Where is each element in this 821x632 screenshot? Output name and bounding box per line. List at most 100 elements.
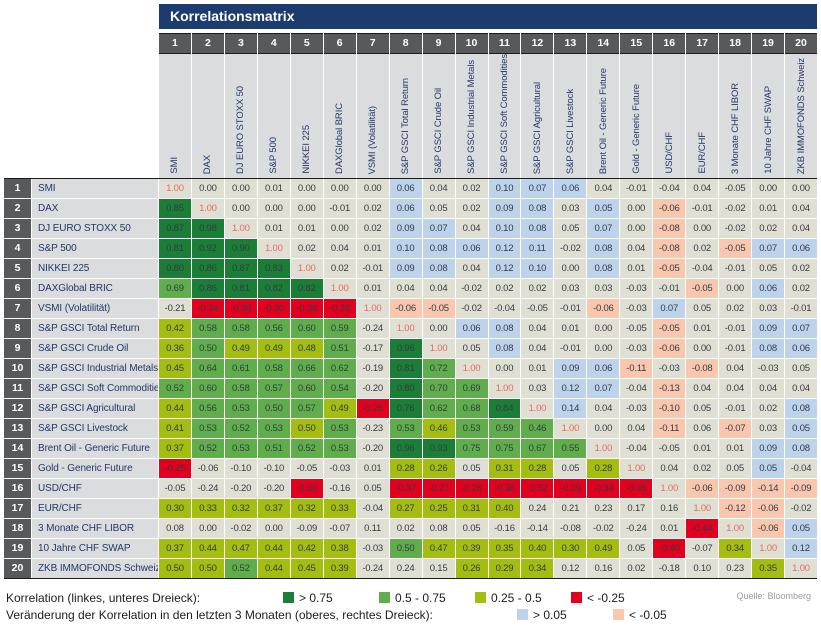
column-number: 16 — [653, 33, 686, 54]
matrix-cell: -0.08 — [653, 219, 686, 238]
matrix-cell: 0.00 — [686, 339, 719, 358]
matrix-cell: 0.07 — [422, 219, 455, 238]
legend-row: Veränderung der Korrelation in den letzt… — [6, 606, 817, 623]
row-number: 3 — [4, 219, 31, 238]
matrix-cell: 0.81 — [389, 359, 422, 378]
matrix-cell: 0.00 — [554, 259, 587, 278]
row-number: 14 — [4, 439, 31, 458]
matrix-cell: 0.07 — [653, 299, 686, 318]
matrix-cell: 0.53 — [224, 439, 257, 458]
matrix-cell: 0.01 — [686, 319, 719, 338]
matrix-cell: 0.00 — [620, 219, 653, 238]
matrix-cell: -0.10 — [224, 459, 257, 478]
matrix-cell: -0.19 — [356, 359, 389, 378]
matrix-cell: 0.02 — [521, 279, 554, 298]
matrix-cell: -0.08 — [653, 239, 686, 258]
matrix-cell: 0.01 — [356, 459, 389, 478]
matrix-cell: 0.39 — [455, 539, 488, 558]
row-number: 13 — [4, 419, 31, 438]
corner-spacer — [4, 54, 31, 178]
matrix-cell: -0.04 — [356, 499, 389, 518]
matrix-cell: 0.51 — [257, 439, 290, 458]
matrix-cell: 0.08 — [785, 399, 817, 418]
matrix-cell: 0.06 — [785, 239, 817, 258]
column-label: 10 Jahre CHF SWAP — [762, 86, 774, 174]
matrix-cell: -0.24 — [356, 319, 389, 338]
row-label: VSMI (Volatilität) — [32, 299, 158, 318]
matrix-cell: 1.00 — [653, 479, 686, 498]
matrix-cell: 1.00 — [356, 299, 389, 318]
matrix-cell: 0.54 — [323, 379, 356, 398]
matrix-cell: 1.00 — [521, 399, 554, 418]
row-label: S&P GSCI Industrial Metals — [32, 359, 158, 378]
matrix-cell: 0.44 — [257, 539, 290, 558]
matrix-cell: 0.01 — [356, 239, 389, 258]
matrix-cell: 0.00 — [587, 419, 620, 438]
matrix-cell: 0.04 — [587, 179, 620, 198]
matrix-cell: 0.05 — [356, 479, 389, 498]
matrix-cell: -0.38 — [224, 299, 257, 318]
matrix-cell: 0.04 — [422, 279, 455, 298]
column-label: Brent Oil - Generic Future — [597, 67, 609, 174]
matrix-cell: 0.24 — [389, 559, 422, 578]
matrix-cell: 0.46 — [521, 419, 554, 438]
matrix-cell: -0.29 — [554, 479, 587, 498]
legend-row-label: Veränderung der Korrelation in den letzt… — [6, 607, 433, 622]
matrix-cell: 0.34 — [719, 539, 752, 558]
matrix-cell: 0.05 — [752, 259, 785, 278]
matrix-cell: -0.06 — [686, 479, 719, 498]
row-label: S&P GSCI Crude Oil — [32, 339, 158, 358]
column-label-cell: DAX — [191, 54, 224, 178]
matrix-cell: 0.04 — [455, 219, 488, 238]
matrix-cell: 1.00 — [323, 279, 356, 298]
matrix-cell: 0.62 — [323, 359, 356, 378]
matrix-cell: 0.05 — [554, 219, 587, 238]
matrix-cell: 0.39 — [323, 559, 356, 578]
matrix-cell: 0.01 — [653, 519, 686, 538]
row-number: 20 — [4, 559, 31, 578]
legend-item: < -0.25 — [571, 591, 667, 605]
column-number: 14 — [587, 33, 620, 54]
matrix-cell: 0.29 — [488, 559, 521, 578]
row-label: DAXGlobal BRIC — [32, 279, 158, 298]
matrix-cell: -0.02 — [587, 519, 620, 538]
matrix-cell: 0.16 — [653, 499, 686, 518]
matrix-cell: -0.01 — [356, 259, 389, 278]
matrix-cell: 0.86 — [191, 259, 224, 278]
matrix-cell: -0.24 — [191, 479, 224, 498]
legend-items: > 0.75 0.5 - 0.75 0.25 - 0.5 < -0.25 — [283, 591, 667, 605]
row-number: 18 — [4, 519, 31, 538]
matrix-cell: 0.96 — [389, 339, 422, 358]
matrix-cell: 0.10 — [488, 219, 521, 238]
legend-row: Korrelation (linkes, unteres Dreieck): > … — [6, 589, 817, 606]
matrix-cell: 0.01 — [554, 319, 587, 338]
matrix-cell: 0.53 — [455, 419, 488, 438]
matrix-cell: -0.04 — [653, 179, 686, 198]
matrix-cell: -0.20 — [257, 479, 290, 498]
matrix-cell: 1.00 — [290, 259, 323, 278]
matrix-cell: 0.00 — [191, 519, 224, 538]
matrix-cell: -0.52 — [521, 479, 554, 498]
column-label: NIKKEI 225 — [301, 125, 313, 174]
matrix-cell: 0.32 — [290, 499, 323, 518]
matrix-cell: 0.00 — [191, 179, 224, 198]
column-label: S&P GSCI Agricultural — [531, 81, 543, 174]
matrix-cell: 0.69 — [455, 379, 488, 398]
matrix-cell: 0.26 — [422, 459, 455, 478]
row-label: S&P 500 — [32, 239, 158, 258]
matrix-cell: 0.12 — [554, 559, 587, 578]
column-label-cell: USD/CHF — [653, 54, 686, 178]
matrix-cell: -0.01 — [653, 279, 686, 298]
matrix-cell: 0.04 — [587, 399, 620, 418]
column-label-cell: S&P GSCI Industrial Metals — [455, 54, 488, 178]
column-label: 3 Monate CHF LIBOR — [729, 82, 741, 174]
matrix-cell: 0.53 — [389, 419, 422, 438]
column-label-cell: 3 Monate CHF LIBOR — [719, 54, 752, 178]
matrix-cell: 0.06 — [686, 419, 719, 438]
column-label-cell: DAXGlobal BRIC — [323, 54, 356, 178]
column-label: DAXGlobal BRIC — [334, 103, 346, 174]
matrix-cell: 0.81 — [159, 239, 191, 258]
matrix-cell: 0.31 — [455, 499, 488, 518]
matrix-cell: -0.16 — [323, 479, 356, 498]
matrix-cell: 0.46 — [422, 419, 455, 438]
